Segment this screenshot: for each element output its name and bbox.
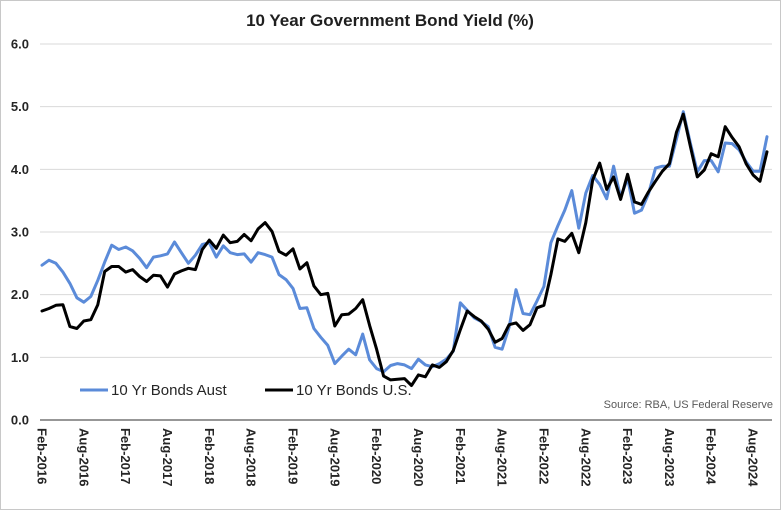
x-tick-label: Feb-2017 (118, 428, 133, 484)
10-yr-bonds-u-s-line (40, 112, 769, 387)
x-tick-label: Feb-2016 (35, 428, 50, 484)
x-tick-label: Feb-2022 (536, 428, 551, 484)
x-tick-label: Aug-2022 (578, 428, 593, 487)
x-tick-label: Aug-2023 (662, 428, 677, 487)
legend: 10 Yr Bonds Aust 10 Yr Bonds U.S. (80, 382, 412, 399)
series-lines (40, 110, 769, 387)
y-tick-label: 0.0 (11, 413, 29, 428)
y-tick-label: 2.0 (11, 287, 29, 302)
x-tick-label: Feb-2024 (704, 428, 719, 485)
x-tick-label: Aug-2018 (244, 428, 259, 487)
y-tick-label: 6.0 (11, 37, 29, 52)
x-tick-label: Aug-2017 (160, 428, 175, 487)
chart-title: 10 Year Government Bond Yield (%) (246, 11, 534, 30)
source-note: Source: RBA, US Federal Reserve (604, 399, 773, 411)
x-tick-label: Aug-2021 (495, 428, 510, 487)
x-tick-label: Aug-2020 (411, 428, 426, 487)
x-axis-tick-labels: Feb-2016 Aug-2016 Feb-2017 Aug-2017 Feb-2018… (35, 428, 761, 487)
x-tick-label: Feb-2023 (620, 428, 635, 484)
x-tick-label: Aug-2019 (327, 428, 342, 487)
10-yr-bonds-aust-line (40, 110, 769, 374)
y-tick-label: 4.0 (11, 162, 29, 177)
y-tick-label: 3.0 (11, 225, 29, 240)
gridlines (40, 43, 772, 358)
legend-item-aust: 10 Yr Bonds Aust (80, 382, 227, 399)
x-tick-label: Feb-2021 (453, 428, 468, 484)
y-axis-tick-labels: 0.0 1.0 2.0 3.0 4.0 5.0 6.0 (11, 37, 29, 428)
x-tick-label: Aug-2024 (746, 428, 761, 487)
y-tick-label: 5.0 (11, 99, 29, 114)
x-tick-label: Feb-2020 (369, 428, 384, 484)
legend-label-us: 10 Yr Bonds U.S. (296, 382, 412, 399)
legend-item-us: 10 Yr Bonds U.S. (265, 382, 412, 399)
y-tick-label: 1.0 (11, 350, 29, 365)
x-tick-label: Feb-2019 (286, 428, 301, 484)
x-tick-label: Aug-2016 (76, 428, 91, 487)
x-tick-label: Feb-2018 (202, 428, 217, 484)
legend-label-aust: 10 Yr Bonds Aust (111, 382, 227, 399)
